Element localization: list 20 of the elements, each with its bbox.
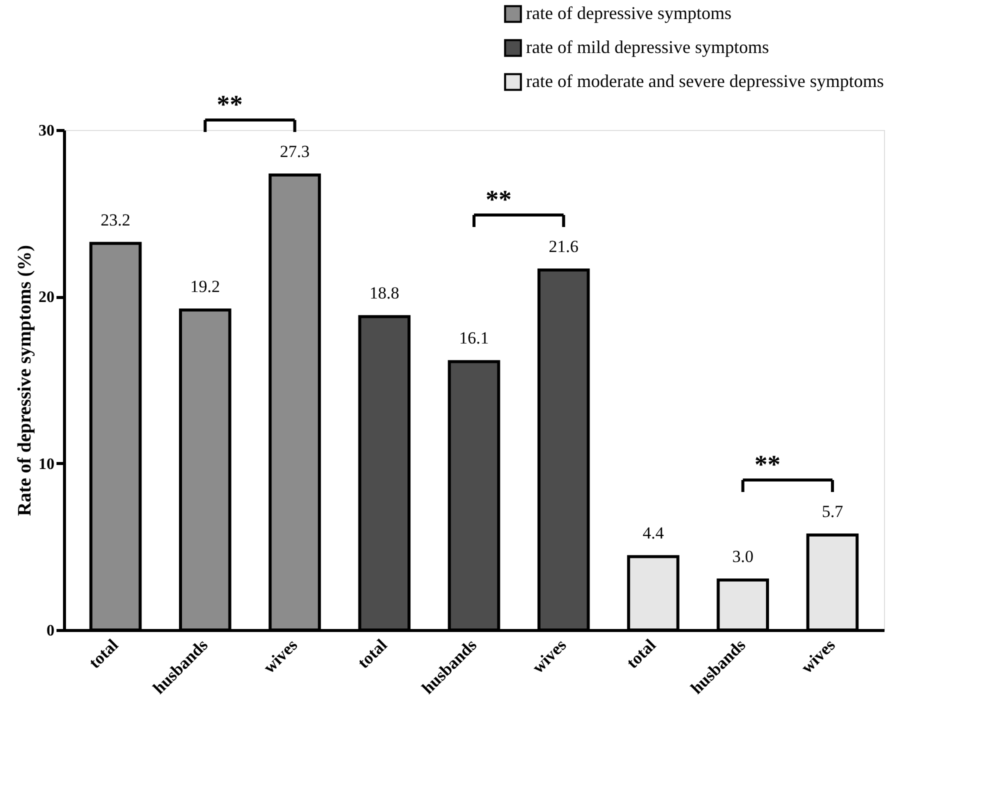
y-tick-label: 10 [38,456,54,473]
text: ** [216,90,243,119]
y-tick-label: 20 [38,289,54,306]
data-label: 27.3 [280,142,310,161]
y-axis-title: Rate of depressive symptoms (%) [14,245,36,516]
data-label: 3.0 [732,547,754,566]
y-tick-label: 0 [46,622,54,640]
data-label: 19.2 [190,277,220,296]
data-label: 23.2 [100,210,130,230]
annotation: ** [754,450,780,479]
data-label: 21.6 [548,237,578,256]
legend-label: rate of mild depressive symptoms [526,37,769,57]
data-label: 16.1 [459,328,489,348]
data-label: 4.4 [642,524,664,543]
legend-label: rate of moderate and severe depressive symptoms [526,71,884,91]
data-label: 18.8 [370,284,400,303]
data-label: 5.7 [822,502,844,521]
y-tick-label: 30 [38,122,54,140]
legend-label: rate of depressive symptoms [526,3,732,23]
annotation: ** [486,185,512,214]
